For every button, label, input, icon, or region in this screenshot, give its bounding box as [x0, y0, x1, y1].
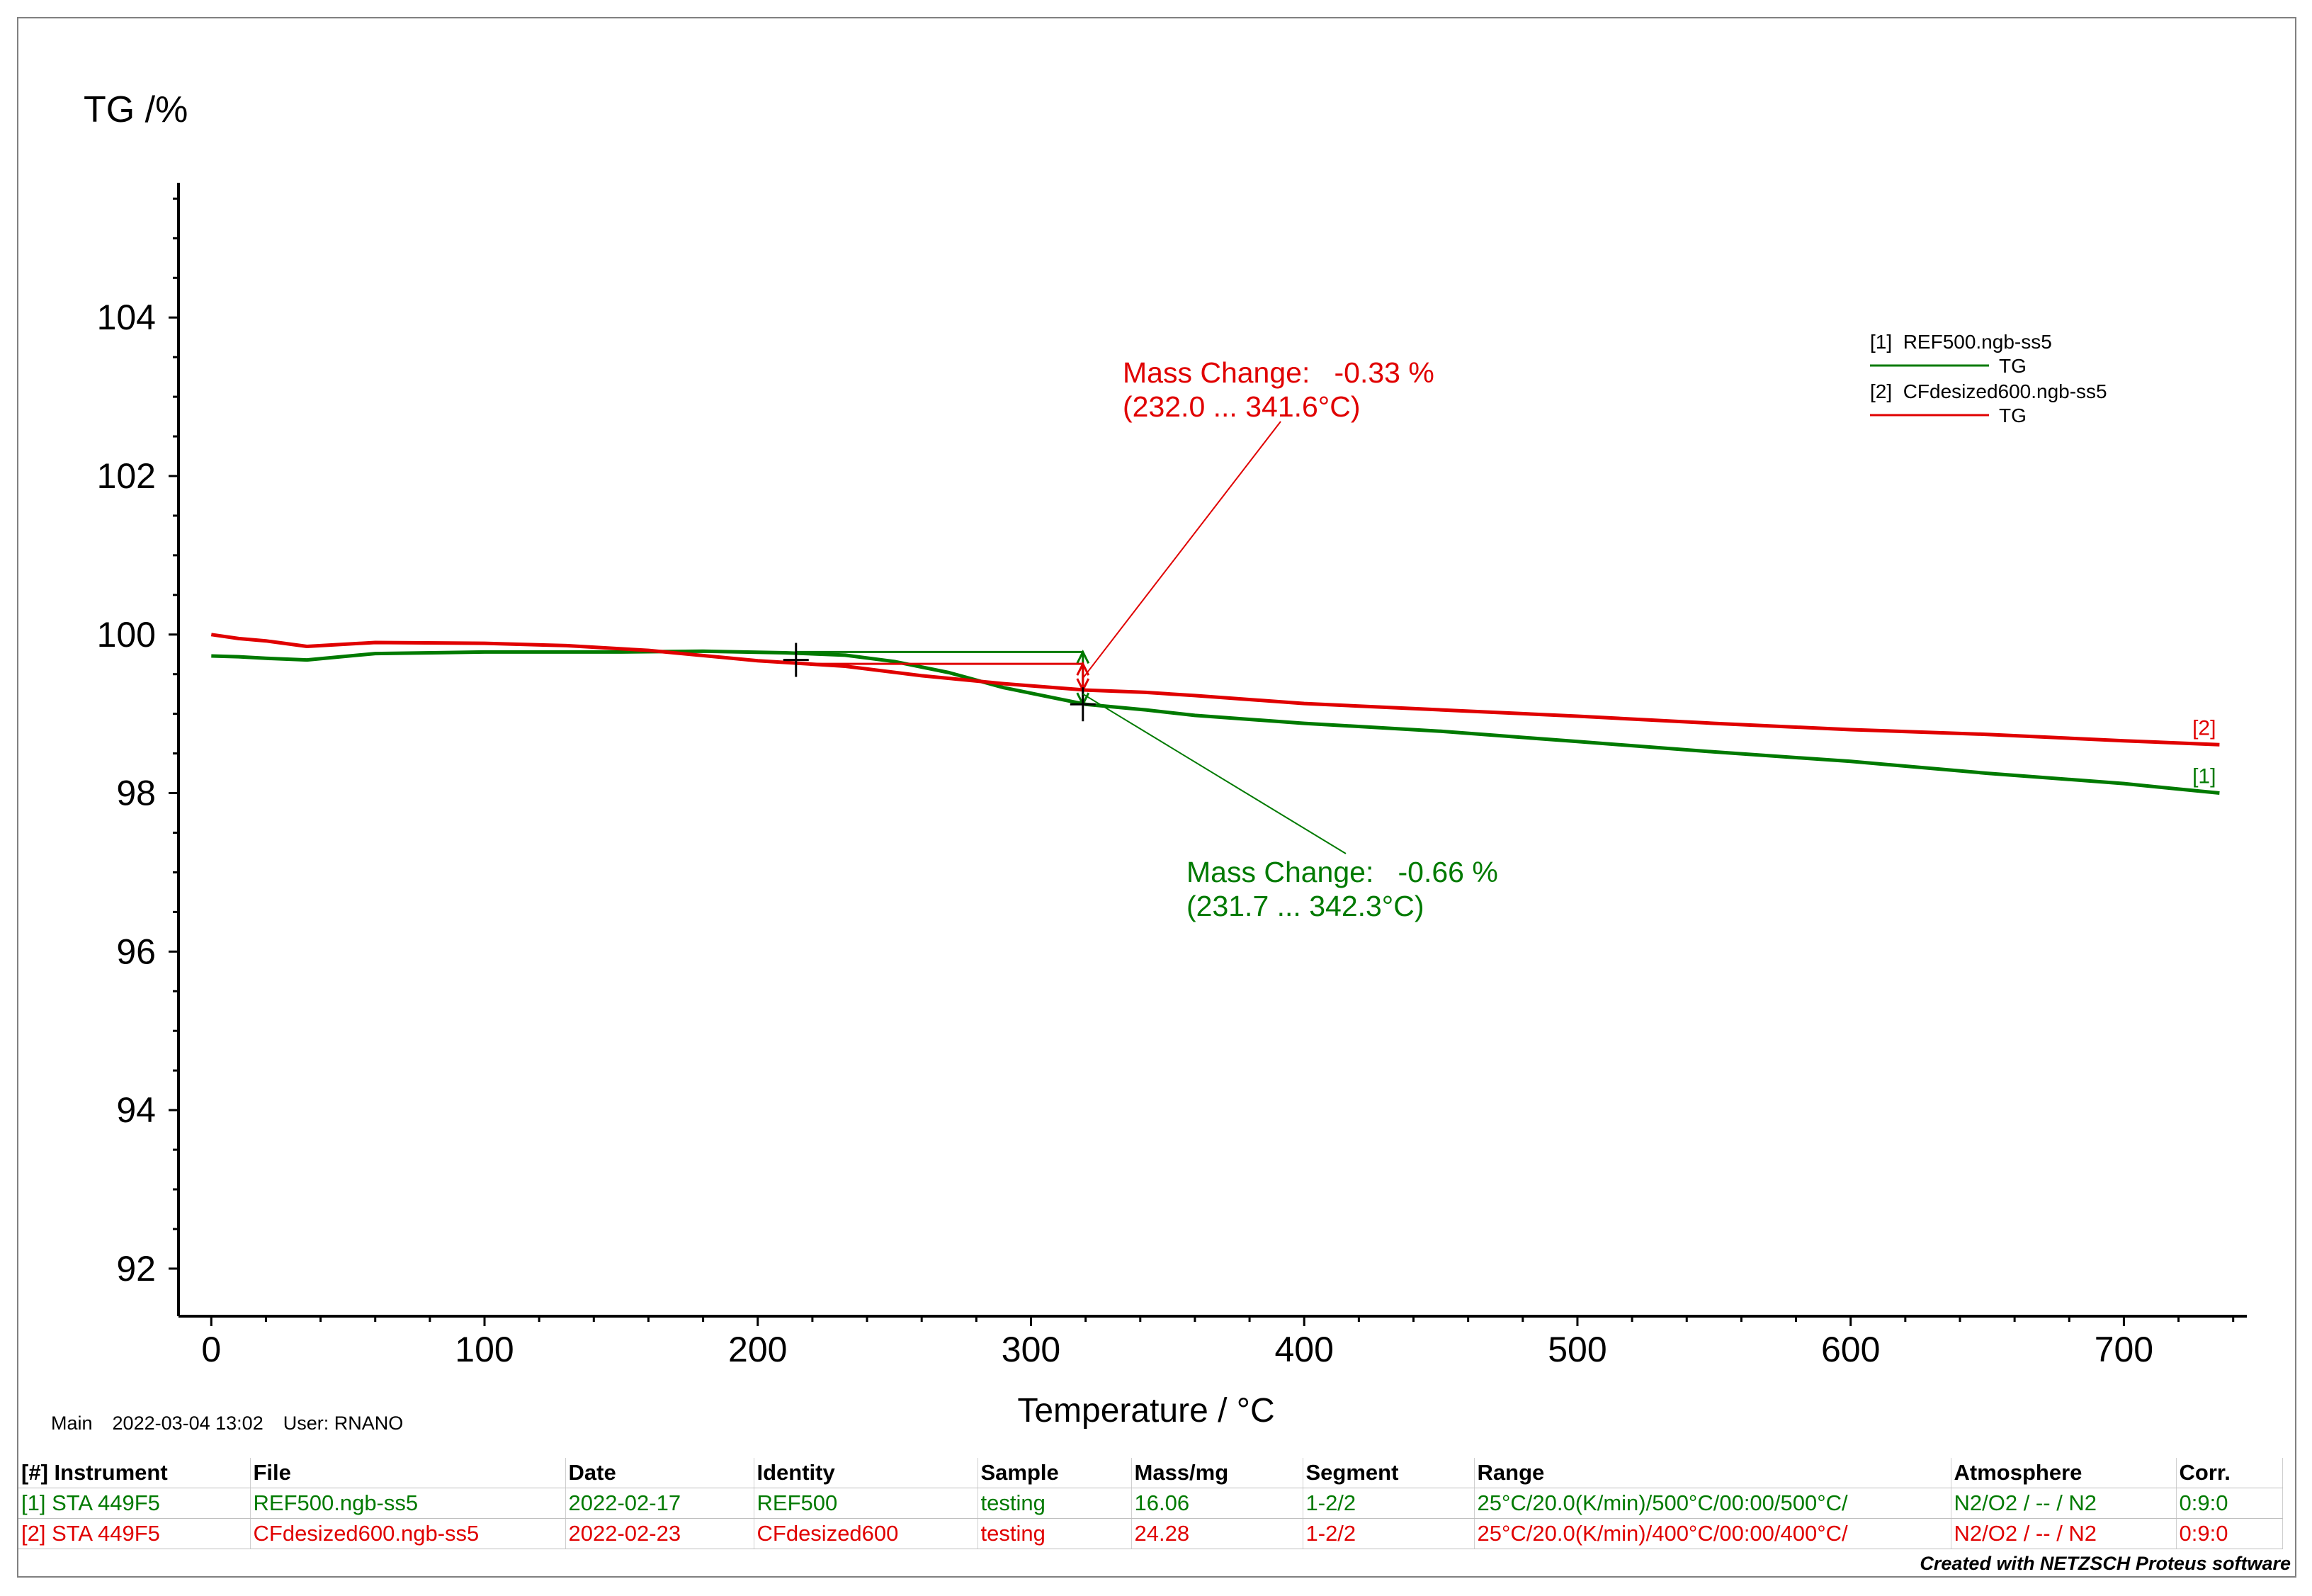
- table-cell: CFdesized600: [754, 1518, 978, 1549]
- ticks: 92 94 96 98 100 102 104 0 100 200 300 400 500 600 700: [97, 197, 2235, 1369]
- legend-file-1: [1] REF500.ngb-ss5: [1870, 331, 2052, 353]
- series-line-2: [210, 633, 2220, 747]
- table-header-cell: Segment: [1303, 1458, 1475, 1488]
- x-tick-label: 500: [1548, 1330, 1606, 1369]
- annotation-leader-2: [1082, 693, 1347, 854]
- table-cell: REF500: [754, 1488, 978, 1519]
- annotation-mass-change-1: Mass Change: -0.33 %: [1123, 356, 1434, 389]
- table-header-cell: File: [250, 1458, 566, 1488]
- table-cell: 0:9:0: [2176, 1518, 2283, 1549]
- annotations: Mass Change: -0.33 %(232.0 ... 341.6°C) M…: [1082, 356, 1498, 922]
- legend-curve-1: TG: [1999, 355, 2027, 377]
- table-cell: 1-2/2: [1303, 1488, 1475, 1519]
- table-cell: 1-2/2: [1303, 1518, 1475, 1549]
- table-cell: 25°C/20.0(K/min)/500°C/00:00/500°C/: [1474, 1488, 1951, 1519]
- legend-file-2: [2] CFdesized600.ngb-ss5: [1870, 380, 2107, 402]
- table-cell: 24.28: [1131, 1518, 1303, 1549]
- table-header-cell: Corr.: [2176, 1458, 2283, 1488]
- y-tick-label: 104: [97, 298, 156, 337]
- table-cell: testing: [978, 1488, 1132, 1519]
- annotation-range-1: (232.0 ... 341.6°C): [1123, 390, 1360, 423]
- x-tick-label: 600: [1821, 1330, 1880, 1369]
- x-axis-label: Temperature / °C: [1017, 1392, 1274, 1430]
- footer-segment: Main: [51, 1413, 93, 1434]
- series-line-1: [211, 649, 2220, 795]
- y-tick-label: 100: [97, 615, 156, 655]
- annotation-mass-change-2: Mass Change: -0.66 %: [1186, 856, 1498, 888]
- table-cell: [2] STA 449F5: [18, 1518, 251, 1549]
- curves: [1] [2]: [210, 633, 2220, 795]
- table-cell: 25°C/20.0(K/min)/400°C/00:00/400°C/: [1474, 1518, 1951, 1549]
- table-cell: 2022-02-23: [565, 1518, 754, 1549]
- x-tick-label: 400: [1275, 1330, 1334, 1369]
- footer-meta: Main 2022-03-04 13:02 User: RNANO: [51, 1413, 423, 1434]
- x-tick-label: 700: [2095, 1330, 2153, 1369]
- table-cell: REF500.ngb-ss5: [250, 1488, 566, 1519]
- table-header-row: [#] Instrument File Date Identity Sample Mass…: [18, 1458, 2283, 1488]
- table-row: [2] STA 449F5 CFdesized600.ngb-ss5 2022-02…: [18, 1518, 2283, 1549]
- y-tick-label: 94: [116, 1090, 156, 1130]
- table-cell: 0:9:0: [2176, 1488, 2283, 1519]
- table-header-cell: Sample: [978, 1458, 1132, 1488]
- annotation-leader-1: [1082, 421, 1281, 679]
- table-cell: testing: [978, 1518, 1132, 1549]
- table-header-cell: Mass/mg: [1131, 1458, 1303, 1488]
- annotation-range-2: (231.7 ... 342.3°C): [1186, 890, 1424, 922]
- series-end-label: [2]: [2192, 716, 2216, 740]
- x-tick-label: 100: [455, 1330, 514, 1369]
- table-row: [1] STA 449F5 REF500.ngb-ss5 2022-02-17 REF…: [18, 1488, 2283, 1519]
- table-cell: N2/O2 / -- / N2: [1951, 1488, 2177, 1519]
- table-header-cell: Range: [1474, 1458, 1951, 1488]
- table-cell: CFdesized600.ngb-ss5: [250, 1518, 566, 1549]
- measurement-info-table: [#] Instrument File Date Identity Sample Mass…: [18, 1458, 2283, 1549]
- y-tick-label: 92: [116, 1249, 156, 1289]
- y-tick-label: 96: [116, 932, 156, 971]
- axes: [177, 183, 2247, 1318]
- y-tick-label: 98: [116, 774, 156, 813]
- plot-frame: [17, 17, 2296, 1578]
- y-tick-label: 102: [97, 456, 156, 496]
- x-tick-label: 200: [728, 1330, 787, 1369]
- y-axis-label: TG /%: [84, 89, 188, 130]
- software-credit: Created with NETZSCH Proteus software: [1920, 1553, 2291, 1574]
- legend-curve-2: TG: [1999, 404, 2027, 426]
- table-cell: N2/O2 / -- / N2: [1951, 1518, 2177, 1549]
- table-header-cell: Date: [565, 1458, 754, 1488]
- table-header-cell: Atmosphere: [1951, 1458, 2177, 1488]
- table-cell: [1] STA 449F5: [18, 1488, 251, 1519]
- table-cell: 2022-02-17: [565, 1488, 754, 1519]
- x-tick-label: 300: [1002, 1330, 1060, 1369]
- series-end-label: [1]: [2192, 765, 2216, 788]
- table-cell: 16.06: [1131, 1488, 1303, 1519]
- footer-user: User: RNANO: [283, 1413, 404, 1434]
- x-tick-label: 0: [201, 1330, 221, 1369]
- table-header-cell: Identity: [754, 1458, 978, 1488]
- footer-datetime: 2022-03-04 13:02: [112, 1413, 264, 1434]
- table-header-cell: [#] Instrument: [18, 1458, 251, 1488]
